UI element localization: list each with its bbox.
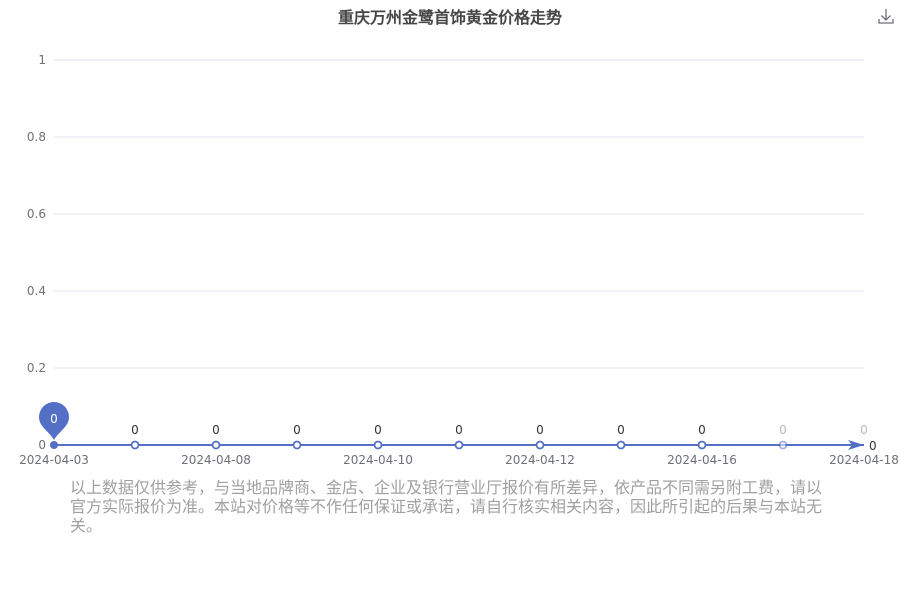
data-label: 0: [212, 423, 220, 437]
data-point[interactable]: [535, 440, 545, 450]
data-point[interactable]: [50, 441, 58, 449]
grid-lines: [54, 59, 864, 369]
y-tick-label: 0.6: [27, 207, 46, 221]
end-label: 0: [869, 439, 877, 453]
x-axis-labels: 2024-04-03 2024-04-08 2024-04-10 2024-04-12…: [19, 453, 899, 467]
data-point[interactable]: [292, 440, 302, 450]
start-marker: 0: [39, 402, 69, 440]
y-tick-label: 0.4: [27, 284, 46, 298]
data-label: 0: [374, 423, 382, 437]
data-point[interactable]: [130, 440, 140, 450]
disclaimer-text: 以上数据仅供参考，与当地品牌商、金店、企业及银行营业厅报价有所差异，依产品不同需…: [70, 478, 823, 535]
data-label: 0: [698, 423, 706, 437]
y-tick-label: 1: [38, 53, 46, 67]
data-point[interactable]: [211, 440, 221, 450]
chart-title: 重庆万州金鹭首饰黄金价格走势: [337, 8, 562, 27]
line-chart: 00.20.40.60.81 2024-04-03 2024-04-08 2024-…: [19, 53, 899, 467]
data-point[interactable]: [778, 440, 788, 450]
marker-label: 0: [50, 412, 58, 426]
data-point[interactable]: [373, 440, 383, 450]
marker-pin: [39, 402, 69, 440]
data-labels: 0 0 0 0 0 0 0 0 0 00: [131, 423, 876, 453]
data-label: 0: [617, 423, 625, 437]
y-tick-label: 0: [38, 438, 46, 452]
data-label: 0: [779, 423, 787, 437]
x-tick-label: 2024-04-03: [19, 453, 89, 467]
data-label: 0: [455, 423, 463, 437]
x-tick-label: 2024-04-10: [343, 453, 413, 467]
x-tick-label: 2024-04-16: [667, 453, 737, 467]
y-tick-label: 0.8: [27, 130, 46, 144]
data-point[interactable]: [616, 440, 626, 450]
x-tick-label: 2024-04-08: [181, 453, 251, 467]
data-point[interactable]: [454, 440, 464, 450]
data-point[interactable]: [697, 440, 707, 450]
data-label: 0: [536, 423, 544, 437]
download-button[interactable]: [876, 6, 896, 26]
x-tick-label: 2024-04-18: [829, 453, 899, 467]
x-tick-label: 2024-04-12: [505, 453, 575, 467]
y-axis-labels: 0 0.2 0.4 0.6 0.8 1: [27, 53, 46, 452]
data-label: 0: [131, 423, 139, 437]
download-icon: [878, 9, 894, 24]
data-label: 0: [860, 423, 868, 437]
data-points: [50, 440, 788, 450]
y-tick-label: 0.2: [27, 361, 46, 375]
data-label: 0: [293, 423, 301, 437]
series-end-arrow: [848, 440, 864, 450]
